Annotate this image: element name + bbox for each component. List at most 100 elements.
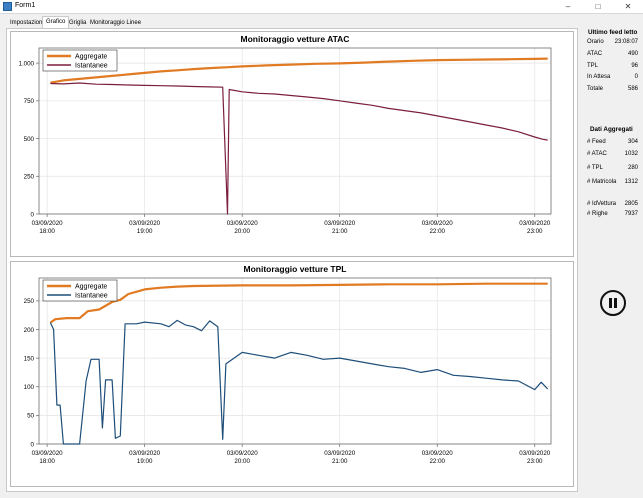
x-tick-label: 21:00	[332, 458, 348, 465]
y-tick-label: 200	[24, 327, 35, 334]
feed-row-atac: ATAC 490	[582, 51, 638, 60]
chart-title: Monitoraggio vetture ATAC	[241, 34, 350, 44]
feed-label: In Attesa	[587, 74, 611, 80]
agg-value: 280	[627, 165, 638, 171]
y-tick-label: 50	[27, 413, 34, 420]
agg-row-righe: # Righe 7937	[582, 211, 638, 220]
pause-icon[interactable]	[600, 290, 626, 316]
window-title: Form1	[15, 2, 36, 9]
feed-row-in-attesa: In Attesa 0	[582, 74, 638, 83]
legend-label: Istantanee	[75, 293, 108, 300]
series-line-istantanee	[50, 82, 548, 215]
y-tick-label: 0	[31, 211, 35, 218]
x-tick-date: 03/09/2020	[324, 220, 356, 227]
feed-value: 490	[627, 51, 638, 57]
x-tick-label: 20:00	[234, 458, 250, 465]
feed-title: Ultimo feed letto	[588, 29, 638, 36]
agg-label: # ATAC	[587, 151, 607, 157]
feed-label: ATAC	[587, 51, 603, 57]
y-tick-label: 250	[24, 174, 35, 181]
x-tick-label: 22:00	[429, 228, 445, 235]
x-tick-label: 21:00	[332, 228, 348, 235]
agg-value: 2805	[624, 201, 638, 207]
chart-panel: Monitoraggio vetture ATAC 0 250 500 750 1.000…	[6, 28, 578, 492]
y-tick-label: 500	[24, 136, 35, 143]
agg-value: 1312	[624, 179, 638, 185]
agg-value: 1032	[624, 151, 638, 157]
close-icon[interactable]: ✕	[624, 2, 632, 11]
pause-bar-left	[609, 298, 612, 308]
series-line-aggregate	[50, 57, 548, 84]
x-tick-date: 03/09/2020	[519, 220, 551, 227]
chart-tpl-svg: Monitoraggio vetture TPL 0 50 100 150 200 250 0…	[24, 264, 552, 465]
series-line-istantanee	[49, 319, 549, 445]
y-tick-label: 1.000	[19, 60, 35, 67]
y-tick-label: 150	[24, 355, 35, 362]
agg-row-feed: # Feed 304	[582, 139, 638, 148]
maximize-icon[interactable]: □	[595, 2, 601, 11]
plot-area	[38, 47, 552, 215]
legend-label: Aggregate	[75, 54, 107, 61]
x-tick-label: 20:00	[234, 228, 250, 235]
window-titlebar: Form1 – □ ✕	[0, 0, 643, 14]
legend-label: Aggregate	[75, 284, 107, 291]
y-tick-label: 250	[24, 298, 35, 305]
aggregates-title: Dati Aggregati	[590, 126, 633, 133]
chart-title: Monitoraggio vetture TPL	[244, 264, 347, 274]
feed-value: 0	[634, 74, 638, 80]
x-tick-label: 23:00	[527, 228, 543, 235]
x-tick-date: 03/09/2020	[422, 220, 454, 227]
y-tick-label: 750	[24, 98, 35, 105]
y-tick-label: 100	[24, 384, 35, 391]
agg-label: # IdVettura	[587, 201, 617, 207]
x-tick-date: 03/09/2020	[227, 220, 259, 227]
tab-grafico[interactable]: Grafico	[42, 16, 70, 28]
x-tick-label: 19:00	[137, 458, 153, 465]
chart-tpl: Monitoraggio vetture TPL 0 50 100 150 200 250 0…	[10, 261, 574, 487]
series-line-aggregate	[49, 282, 548, 324]
app-icon	[3, 2, 12, 11]
x-tick-date: 03/09/2020	[129, 450, 161, 457]
feed-label: Totale	[587, 86, 604, 92]
legend-label: Istantanee	[75, 63, 108, 70]
agg-label: # Feed	[587, 139, 606, 145]
agg-row-idvettura: # IdVettura 2805	[582, 201, 638, 210]
x-tick-date: 03/09/2020	[227, 450, 259, 457]
plot-area	[38, 277, 552, 445]
tab-monitoraggio-linee[interactable]: Monitoraggio Linee	[90, 20, 142, 26]
x-tick-label: 22:00	[429, 458, 445, 465]
x-tick-date: 03/09/2020	[32, 220, 64, 227]
chart-atac: Monitoraggio vetture ATAC 0 250 500 750 1.000…	[10, 31, 574, 257]
agg-label: # Righe	[587, 211, 608, 217]
agg-row-matricola: # Matricola 1312	[582, 179, 638, 188]
agg-row-atac: # ATAC 1032	[582, 151, 638, 160]
x-tick-label: 19:00	[137, 228, 153, 235]
tab-impostazioni[interactable]: Impostazioni	[10, 20, 44, 26]
feed-row-tpl: TPL 96	[582, 63, 638, 72]
minimize-icon[interactable]: –	[565, 2, 571, 11]
x-tick-date: 03/09/2020	[422, 450, 454, 457]
feed-row-totale: Totale 586	[582, 86, 638, 95]
y-tick-label: 0	[31, 441, 35, 448]
agg-label: # Matricola	[587, 179, 617, 185]
tab-griglia[interactable]: Griglia	[69, 20, 87, 26]
x-tick-date: 03/09/2020	[324, 450, 356, 457]
feed-value: 586	[627, 86, 638, 92]
feed-row-orario: Orario 23:08:07	[582, 39, 638, 48]
agg-label: # TPL	[587, 165, 603, 171]
x-tick-date: 03/09/2020	[32, 450, 64, 457]
x-tick-date: 03/09/2020	[519, 450, 551, 457]
agg-value: 7937	[624, 211, 638, 217]
agg-value: 304	[627, 139, 638, 145]
chart-atac-svg: Monitoraggio vetture ATAC 0 250 500 750 1.000…	[19, 34, 552, 235]
x-tick-label: 23:00	[527, 458, 543, 465]
x-tick-date: 03/09/2020	[129, 220, 161, 227]
feed-label: Orario	[587, 39, 604, 45]
feed-value: 96	[631, 63, 638, 69]
agg-row-tpl: # TPL 280	[582, 165, 638, 174]
feed-label: TPL	[587, 63, 599, 69]
x-tick-label: 18:00	[39, 458, 55, 465]
pause-bar-right	[614, 298, 617, 308]
x-tick-label: 18:00	[39, 228, 55, 235]
feed-value: 23:08:07	[614, 39, 638, 45]
